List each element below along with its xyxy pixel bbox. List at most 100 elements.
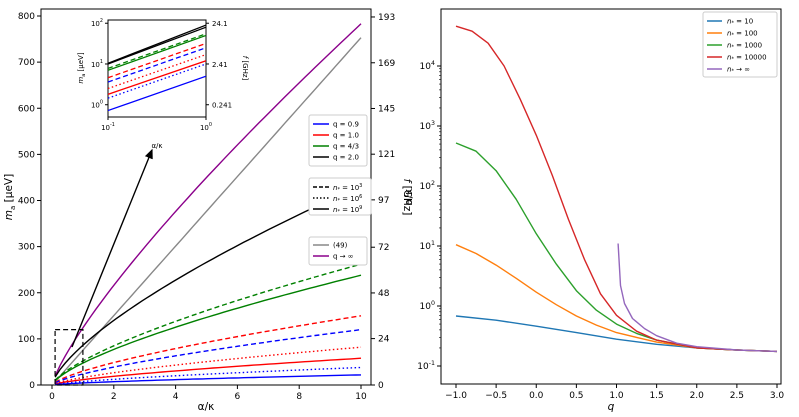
left-y-tick-label: 100 bbox=[18, 335, 35, 345]
legend-n-entry-1: n* = 103 bbox=[333, 183, 362, 193]
inset-series-line-2 bbox=[108, 26, 206, 65]
inset-series-line-6 bbox=[108, 47, 206, 83]
right-legend-entry: n* = 10000 bbox=[727, 54, 767, 63]
right-series-line-3 bbox=[455, 142, 778, 353]
legend-q-entry: q = 0.9 bbox=[333, 121, 359, 129]
inset-x-tick-label: 100 bbox=[200, 122, 212, 132]
right-x-tick-label: 0.0 bbox=[529, 391, 544, 401]
legend-extra-entry: q → ∞ bbox=[333, 253, 354, 261]
right-x-tick-label: 2.5 bbox=[730, 391, 744, 401]
left-right-tick-label: 97 bbox=[378, 196, 389, 206]
right-x-ticks: −1.0 −0.5 0.0 0.5 1.0 1.5 2.0 2.5 3.0 bbox=[445, 384, 784, 401]
left-y-tick-label: 600 bbox=[18, 104, 35, 114]
inset-right-tick-label: 2.41 bbox=[212, 61, 228, 69]
right-y-ticks: 10-1 100 101 102 103 104 bbox=[417, 60, 441, 372]
left-y-tick-label: 300 bbox=[18, 243, 35, 253]
legend-q-entry: q = 1.0 bbox=[333, 132, 359, 140]
inset-series-line-1 bbox=[108, 24, 206, 64]
right-y-tick-label: 104 bbox=[420, 60, 435, 72]
right-y-tick-label: 101 bbox=[420, 240, 435, 252]
left-y-label: ma [μeV] bbox=[3, 174, 17, 220]
right-series-line-1 bbox=[455, 315, 778, 353]
left-right-tick-label: 24 bbox=[378, 335, 390, 345]
inset-x-label: α/κ bbox=[151, 142, 162, 150]
legend-n-entry-2: n* = 106 bbox=[333, 194, 362, 204]
legend-n: n* = 103 n* = 106 n* = 109 bbox=[308, 177, 372, 216]
left-y-tick-label: 200 bbox=[18, 289, 35, 299]
right-x-tick-label: 0.5 bbox=[569, 391, 583, 401]
right-legend-entry: n* → ∞ bbox=[727, 66, 750, 75]
inset-series-group bbox=[108, 24, 206, 112]
legend-q-entry: q = 4/3 bbox=[333, 143, 359, 151]
right-legend-entry: n* = 1000 bbox=[727, 42, 762, 51]
right-y-label: α/κ bbox=[403, 189, 415, 206]
left-series-line-9 bbox=[54, 357, 362, 385]
inset-series-line-3 bbox=[108, 33, 206, 69]
left-series-line-10 bbox=[55, 366, 362, 385]
inset-y-label: ma [μeV] bbox=[77, 52, 87, 83]
left-x-tick-label: 6 bbox=[235, 392, 241, 402]
inset-series-line-10 bbox=[108, 75, 206, 112]
left-x-tick-label: 0 bbox=[49, 392, 55, 402]
left-series-line-6 bbox=[54, 315, 362, 383]
inset-series-line-8 bbox=[108, 63, 206, 99]
left-x-tick-label: 8 bbox=[296, 392, 302, 402]
left-right-tick-label: 121 bbox=[378, 150, 395, 160]
right-series-line-2 bbox=[455, 244, 778, 353]
left-y-tick-label: 400 bbox=[18, 197, 35, 207]
inset-series-line-4 bbox=[108, 34, 206, 71]
right-x-label: q bbox=[608, 401, 615, 413]
left-right-tick-label: 48 bbox=[378, 289, 390, 299]
right-axes-frame bbox=[440, 8, 782, 385]
left-x-ticks: 0 2 4 6 8 10 bbox=[49, 385, 367, 402]
left-series-line-11 bbox=[55, 374, 362, 385]
left-y-tick-label: 800 bbox=[18, 12, 35, 22]
inset-y-tick-label: 100 bbox=[91, 100, 103, 110]
legend-q: q = 0.9 q = 1.0 q = 4/3 q = 2.0 bbox=[308, 114, 368, 167]
inset-y-tick-label: 102 bbox=[91, 18, 103, 28]
left-y-tick-label: 700 bbox=[18, 58, 35, 68]
left-series-line-5 bbox=[54, 274, 362, 382]
left-x-label: α/κ bbox=[198, 401, 215, 413]
left-x-tick-label: 2 bbox=[111, 392, 117, 402]
left-right-label: f [GHz] bbox=[401, 179, 413, 216]
inset-ticks: 10-1 100 100 101 102 0.241 2.41 24.1 bbox=[91, 18, 232, 132]
left-series-line-4 bbox=[54, 263, 362, 381]
left-right-tick-label: 0 bbox=[378, 381, 384, 391]
right-x-tick-label: 1.0 bbox=[609, 391, 624, 401]
inset-chart: 10-1 100 100 101 102 0.241 2.41 24.1 α/κ ma [μe… bbox=[77, 18, 249, 150]
inset-series-line-5 bbox=[108, 42, 206, 79]
inset-arrow bbox=[71, 148, 153, 348]
right-legend-entry: n* = 100 bbox=[727, 30, 758, 39]
inset-right-label: f [GHz] bbox=[241, 56, 249, 81]
right-chart: −1.0 −0.5 0.0 0.5 1.0 1.5 2.0 2.5 3.0 10-1 100 101… bbox=[403, 8, 784, 413]
inset-series-line-9 bbox=[108, 60, 206, 95]
right-series-group bbox=[455, 25, 778, 353]
right-x-tick-label: 2.0 bbox=[690, 391, 705, 401]
legend-extra-entry: (49) bbox=[333, 242, 348, 250]
left-series-group bbox=[54, 23, 362, 385]
left-x-tick-label: 10 bbox=[355, 392, 367, 402]
left-right-tick-label: 145 bbox=[378, 104, 395, 114]
left-x-tick-label: 4 bbox=[173, 392, 179, 402]
left-series-line-8 bbox=[54, 346, 362, 385]
left-series-line-1 bbox=[54, 23, 362, 377]
inset-x-tick-label: 10-1 bbox=[101, 122, 115, 132]
right-series-line-4 bbox=[455, 25, 778, 353]
inset-series-line-7 bbox=[108, 53, 206, 90]
right-y-tick-label: 102 bbox=[420, 180, 435, 192]
left-series-line-2 bbox=[54, 37, 362, 382]
legend-n-entry-3: n* = 109 bbox=[333, 205, 362, 215]
right-x-tick-label: −0.5 bbox=[485, 391, 507, 401]
left-right-tick-label: 169 bbox=[378, 59, 395, 69]
inset-right-tick-label: 24.1 bbox=[212, 20, 228, 28]
right-x-tick-label: 3.0 bbox=[770, 391, 785, 401]
left-right-ticks: 0 24 48 72 97 121 145 169 193 bbox=[371, 13, 395, 391]
right-y-tick-label: 100 bbox=[420, 300, 435, 312]
right-legend: n* = 10 n* = 100 n* = 1000 n* = 10000 n* → ∞ bbox=[702, 11, 778, 78]
inset-y-tick-label: 101 bbox=[91, 59, 103, 69]
left-right-tick-label: 72 bbox=[378, 243, 389, 253]
legend-extra: (49) q → ∞ bbox=[308, 236, 368, 266]
